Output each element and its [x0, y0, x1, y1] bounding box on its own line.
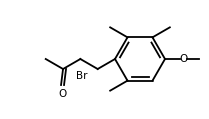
Text: Br: Br: [76, 71, 87, 81]
Text: O: O: [58, 89, 67, 99]
Text: O: O: [179, 54, 187, 64]
